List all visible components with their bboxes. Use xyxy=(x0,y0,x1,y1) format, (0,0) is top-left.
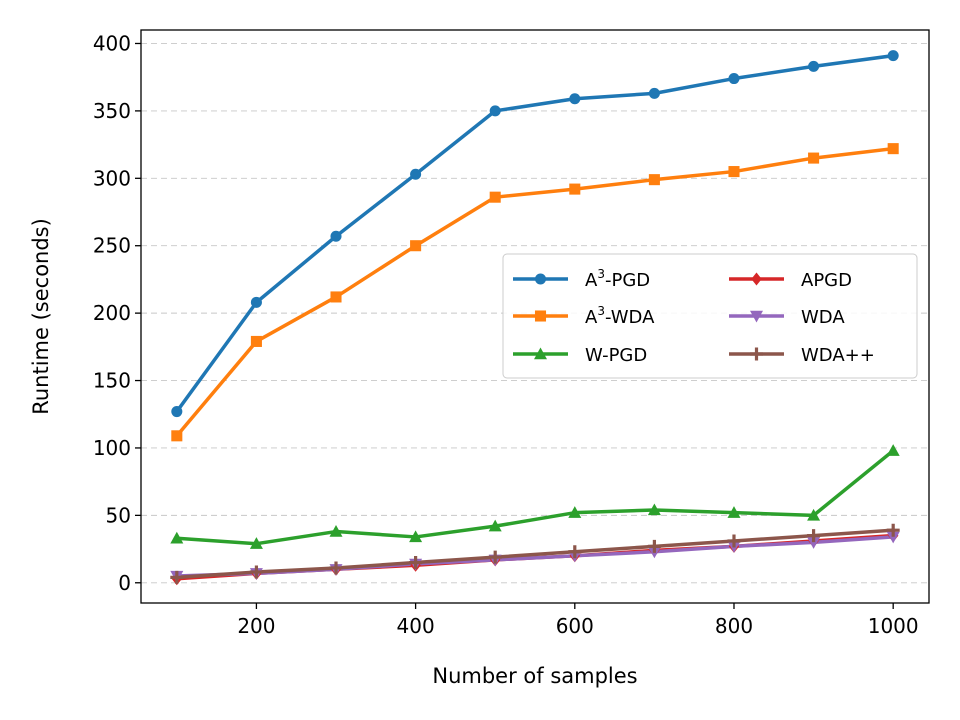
legend: A3-PGD A3-WDA W-PGD APGD WDA WDA++ xyxy=(502,253,918,379)
x-tick-label-800: 800 xyxy=(715,614,753,638)
point-a3-pgd-100 xyxy=(171,406,183,418)
x-tick-label-600: 600 xyxy=(556,614,594,638)
series-line-wda- xyxy=(175,528,895,580)
legend-label-a3-wda: A3-WDA xyxy=(585,304,655,328)
point-wda--800 xyxy=(727,534,741,548)
point-w-pgd-500 xyxy=(488,519,502,532)
point-a3-pgd-1000 xyxy=(887,50,899,62)
point-a3-wda-800 xyxy=(728,166,740,178)
point-w-pgd-800 xyxy=(727,506,741,518)
point-a3-pgd-600 xyxy=(569,93,581,105)
point-wda--200 xyxy=(249,565,263,579)
point-a3-wda-1000 xyxy=(887,143,899,155)
point-a3-wda-900 xyxy=(808,152,820,164)
legend-marker-apgd xyxy=(751,272,762,286)
y-tick-label-0: 0 xyxy=(118,571,131,595)
legend-box xyxy=(502,253,918,379)
point-a3-wda-300 xyxy=(330,291,342,303)
point-a3-pgd-300 xyxy=(330,230,342,242)
point-wda-1000 xyxy=(886,531,900,544)
point-a3-pgd-900 xyxy=(808,60,820,72)
point-a3-pgd-700 xyxy=(648,87,660,99)
series-line-w-pgd xyxy=(175,448,895,546)
point-w-pgd-900 xyxy=(807,508,821,521)
point-wda--300 xyxy=(329,561,343,575)
x-tick-label-200: 200 xyxy=(237,614,275,638)
point-a3-wda-700 xyxy=(648,174,660,186)
legend-label-wda-: WDA++ xyxy=(801,345,875,366)
y-axis-label: Runtime (seconds) xyxy=(29,218,53,415)
point-a3-pgd-400 xyxy=(410,168,422,180)
y-tick-label-150: 150 xyxy=(93,369,131,393)
y-tick-label-400: 400 xyxy=(93,31,131,55)
x-tick-label-1000: 1000 xyxy=(868,614,919,638)
point-a3-pgd-200 xyxy=(250,296,262,308)
point-w-pgd-600 xyxy=(568,506,582,518)
point-wda--100 xyxy=(170,570,184,584)
point-w-pgd-100 xyxy=(170,531,184,544)
plot-frame xyxy=(140,29,930,604)
legend-marker-w-pgd xyxy=(534,347,547,360)
legend-marker-a3-wda xyxy=(534,310,547,322)
point-w-pgd-700 xyxy=(647,503,661,516)
point-wda--500 xyxy=(488,550,502,564)
point-wda-900 xyxy=(807,537,821,549)
y-tick-label-200: 200 xyxy=(93,301,131,325)
point-wda--600 xyxy=(568,545,582,559)
series-lines xyxy=(175,53,895,581)
legend-label-w-pgd: W-PGD xyxy=(585,345,647,366)
y-tick-label-350: 350 xyxy=(93,99,131,123)
x-tick-label-400: 400 xyxy=(397,614,435,638)
legend-marker-a3-pgd xyxy=(534,273,547,285)
point-w-pgd-200 xyxy=(249,537,263,549)
point-a3-pgd-800 xyxy=(728,73,740,85)
point-a3-wda-400 xyxy=(410,240,422,252)
y-tick-label-250: 250 xyxy=(93,234,131,258)
legend-label-wda: WDA xyxy=(801,307,845,328)
y-axis-ticks: 0 50 100 150 200 250 300 350 400 xyxy=(93,31,141,595)
y-tick-label-300: 300 xyxy=(93,166,131,190)
legend-marker-wda- xyxy=(750,347,763,361)
point-a3-wda-100 xyxy=(171,430,183,442)
legend-label-a3-pgd: A3-PGD xyxy=(585,267,650,291)
point-a3-wda-600 xyxy=(569,183,581,195)
x-axis-label: Number of samples xyxy=(432,664,637,688)
point-w-pgd-300 xyxy=(329,525,343,537)
point-wda--900 xyxy=(807,529,821,543)
legend-marker-wda xyxy=(750,310,763,323)
legend-label-apgd: APGD xyxy=(801,270,852,291)
x-axis-ticks: 200 400 600 800 1000 xyxy=(237,603,919,638)
point-w-pgd-400 xyxy=(409,530,423,543)
point-wda--700 xyxy=(647,539,661,553)
series-line-a3-pgd xyxy=(175,53,895,414)
point-a3-wda-500 xyxy=(489,191,501,203)
y-tick-label-50: 50 xyxy=(106,503,131,527)
point-w-pgd-1000 xyxy=(886,444,900,456)
series-markers xyxy=(170,50,900,586)
point-a3-pgd-500 xyxy=(489,105,501,117)
point-wda--400 xyxy=(409,556,423,570)
point-a3-wda-200 xyxy=(250,335,262,347)
point-wda--1000 xyxy=(886,523,900,537)
y-tick-label-100: 100 xyxy=(93,436,131,460)
series-line-a3-wda xyxy=(175,146,895,438)
